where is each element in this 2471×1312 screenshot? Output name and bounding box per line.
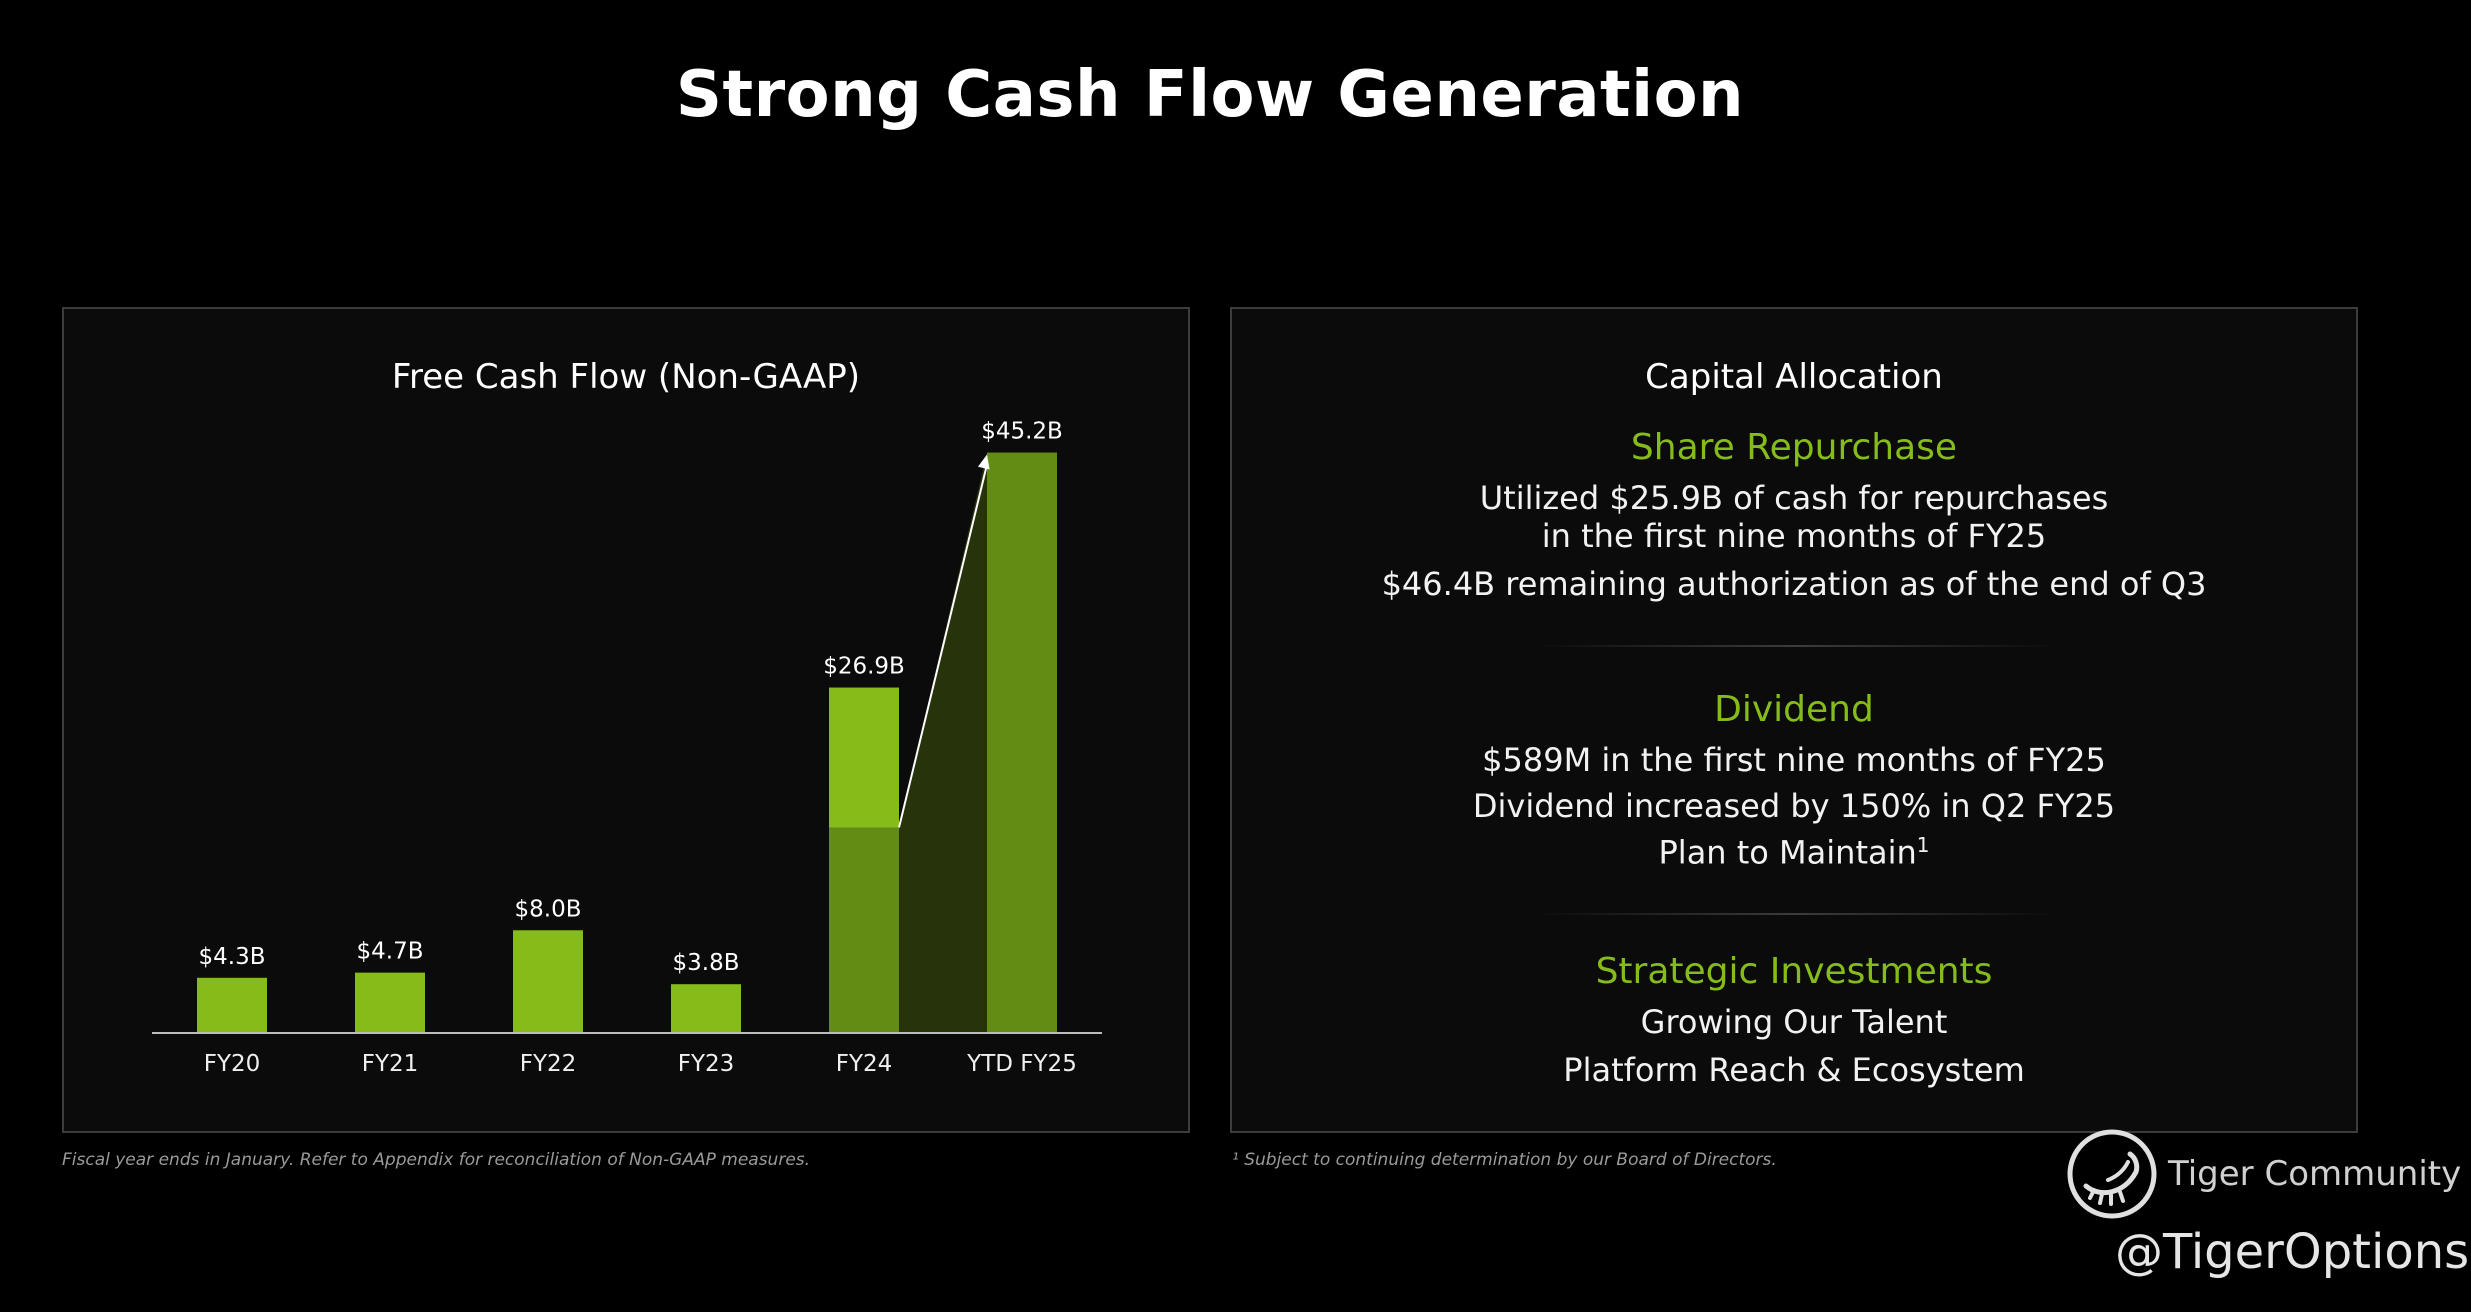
x-tick-label: FY22 <box>520 1051 577 1077</box>
bar-fy22 <box>513 930 583 1033</box>
watermark-handle: @TigerOptions <box>2115 1224 2470 1280</box>
strategic-line-1: Growing Our Talent <box>1640 1003 1948 1041</box>
footnote-left: Fiscal year ends in January. Refer to Ap… <box>62 1150 811 1170</box>
bar-fy24-base <box>829 827 899 1033</box>
x-tick-label: FY20 <box>204 1051 261 1077</box>
growth-band <box>899 452 987 1033</box>
growth-arrow <box>898 464 988 828</box>
strategic-line-2: Platform Reach & Ecosystem <box>1563 1051 2025 1089</box>
x-tick-label: FY24 <box>836 1051 893 1077</box>
dividend-line-1: $589M in the first nine months of FY25 <box>1482 741 2106 779</box>
growth-arrow-head <box>977 454 990 470</box>
data-label: $4.3B <box>199 944 266 970</box>
watermark-brand: Tiger Community <box>2168 1154 2462 1194</box>
dividend-line-2: Dividend increased by 150% in Q2 FY25 <box>1472 787 2116 825</box>
chart-title: Free Cash Flow (Non-GAAP) <box>391 357 861 397</box>
fcf-bar-chart: $4.3B FY20 $4.7B FY21 $8.0B FY22 $3.8B FY23 $26.… <box>152 419 1102 1077</box>
strategic-investments-heading: Strategic Investments <box>1595 951 1993 992</box>
section-divider <box>1532 913 2060 915</box>
data-label: $8.0B <box>515 896 582 922</box>
capital-allocation-panel: Capital Allocation Share Repurchase Util… <box>1230 307 2358 1133</box>
x-tick-label: YTD FY25 <box>966 1051 1077 1077</box>
footnote-right: ¹ Subject to continuing determination by… <box>1232 1150 1777 1170</box>
bar-ytd-fy25 <box>987 452 1057 1033</box>
data-label: $26.9B <box>823 654 905 680</box>
dividend-line-3-text: Plan to Maintain <box>1658 833 1917 872</box>
x-tick-label: FY21 <box>362 1051 419 1077</box>
capital-allocation-title: Capital Allocation <box>1645 357 1943 397</box>
share-repurchase-line-3: $46.4B remaining authorization as of the… <box>1381 565 2207 603</box>
page-title: Strong Cash Flow Generation <box>675 58 1745 132</box>
share-repurchase-line-1: Utilized $25.9B of cash for repurchases <box>1479 479 2109 517</box>
data-label: $3.8B <box>673 950 740 976</box>
tiger-logo-icon <box>2066 1128 2158 1224</box>
data-label: $4.7B <box>357 939 424 965</box>
bar-fy21 <box>355 972 425 1033</box>
x-tick-label: FY23 <box>678 1051 735 1077</box>
section-divider <box>1532 645 2060 647</box>
data-label: $45.2B <box>981 419 1063 445</box>
bar-fy20 <box>197 977 267 1033</box>
footnote-marker: 1 <box>1916 833 1930 857</box>
bar-fy23 <box>671 984 741 1033</box>
fcf-chart-panel: Free Cash Flow (Non-GAAP) $4.3B FY20 $4.7B… <box>62 307 1190 1133</box>
share-repurchase-heading: Share Repurchase <box>1630 427 1958 468</box>
dividend-line-3: Plan to Maintain1 <box>1232 833 2356 872</box>
share-repurchase-line-2: in the first nine months of FY25 <box>1541 517 2047 555</box>
bar-fy24 <box>829 687 899 828</box>
dividend-heading: Dividend <box>1714 689 1874 730</box>
